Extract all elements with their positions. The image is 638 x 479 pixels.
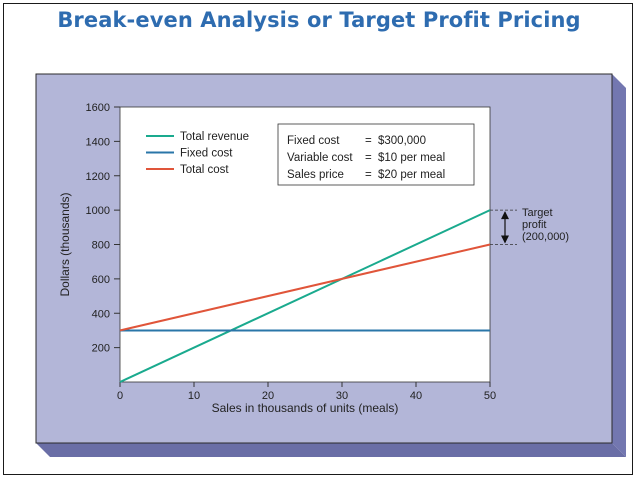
y-tick-label: 200 [92, 343, 110, 355]
legend-label: Total revenue [180, 131, 249, 143]
y-tick-label: 1200 [86, 171, 110, 183]
annotation-label: Target [522, 207, 553, 219]
y-tick-label: 1400 [86, 136, 110, 148]
y-tick-label: 1600 [86, 102, 110, 114]
y-axis-label: Dollars (thousands) [58, 192, 72, 296]
y-tick-label: 600 [92, 274, 110, 286]
y-tick-label: 1000 [86, 205, 110, 217]
x-axis-label: Sales in thousands of units (meals) [212, 401, 399, 415]
series-line-total-revenue [119, 209, 491, 383]
info-value: $20 per meal [378, 169, 445, 181]
legend-label: Fixed cost [180, 148, 233, 160]
x-tick-label: 0 [117, 390, 123, 402]
x-tick-label: 50 [484, 390, 496, 402]
y-tick-label: 800 [92, 240, 110, 252]
annotation-label: (200,000) [522, 231, 569, 243]
info-value: $300,000 [378, 135, 426, 147]
y-tick-label: 400 [92, 308, 110, 320]
info-label: Variable cost [287, 152, 353, 164]
annotation-label: profit [522, 219, 546, 231]
x-tick-label: 10 [188, 390, 200, 402]
slide-title: Break-even Analysis or Target Profit Pri… [57, 8, 581, 32]
info-box [277, 123, 475, 186]
info-eq: = [365, 169, 372, 181]
info-eq: = [365, 152, 372, 164]
x-tick-label: 20 [262, 390, 274, 402]
info-label: Fixed cost [287, 135, 340, 147]
annotation-arrow-up [501, 211, 509, 220]
legend-label: Total cost [180, 164, 229, 176]
info-label: Sales price [287, 169, 344, 181]
info-value: $10 per meal [378, 152, 445, 164]
series-line-total-cost [119, 243, 491, 332]
x-tick-label: 30 [336, 390, 348, 402]
annotation-arrow-down [501, 235, 509, 244]
x-tick-label: 40 [410, 390, 422, 402]
panel-bottom-shadow [36, 443, 626, 457]
panel-side-shadow [612, 74, 626, 457]
info-eq: = [365, 135, 372, 147]
